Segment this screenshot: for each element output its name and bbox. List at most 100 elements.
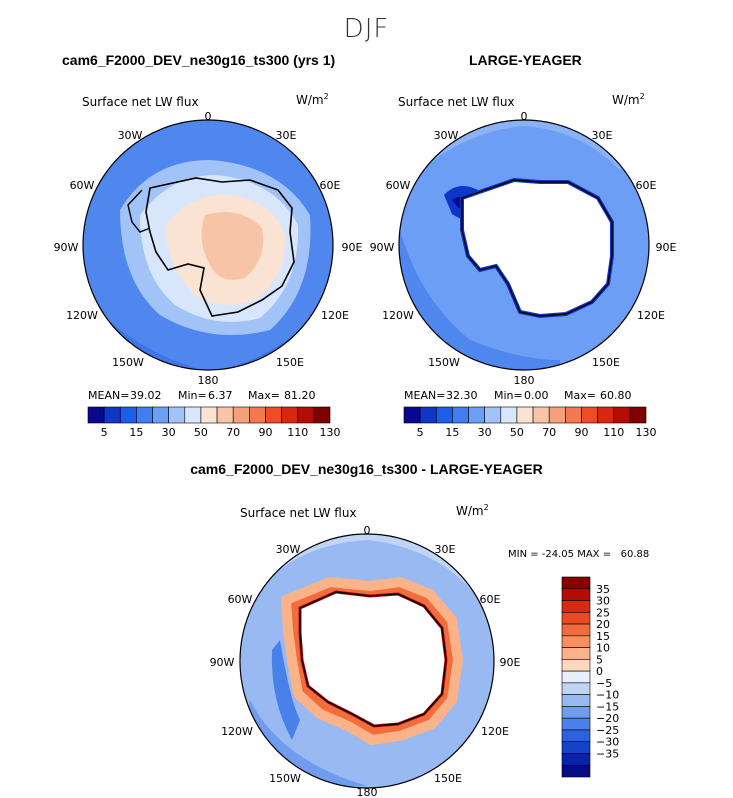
- lon-label-180: 180: [357, 786, 378, 798]
- colorbar-tick-label: 0: [596, 665, 603, 678]
- diff-stats: MIN = -24.05 MAX = 60.88: [508, 549, 649, 560]
- colorbar-swatch: [313, 406, 331, 424]
- units-label: W/m2: [456, 503, 489, 518]
- mean-value: 39.02: [130, 389, 162, 402]
- colorbar-tick-label: 25: [596, 606, 610, 619]
- colorbar-tick-label: −20: [596, 712, 619, 725]
- colorbar-swatch: [232, 406, 250, 424]
- colorbar-swatch: [561, 706, 591, 719]
- lon-label-120e: 120E: [321, 309, 349, 322]
- colorbar-swatch: [281, 406, 299, 424]
- colorbar-swatch: [184, 406, 202, 424]
- colorbar-swatch: [419, 406, 437, 424]
- colorbar-tick-label: 70: [226, 426, 240, 439]
- mean-label: MEAN=: [404, 389, 445, 402]
- lon-label-60e: 60E: [320, 179, 341, 192]
- colorbar-swatch: [532, 406, 550, 424]
- colorbar-tick-label: 50: [194, 426, 208, 439]
- lon-label-90e: 90E: [342, 241, 363, 254]
- colorbar-swatch: [561, 694, 591, 707]
- colorbar-model: 5 15 30 50 70 90 110 130: [87, 406, 341, 439]
- lon-label-150e: 150E: [592, 356, 620, 369]
- lon-label-0: 0: [205, 110, 212, 123]
- stats-model: MEAN= 39.02 Min= 6.37 Max= 81.20: [88, 389, 316, 402]
- map-obs: 0 30E 60E 90E 120E 150E 180 150W 120W 90…: [370, 92, 677, 439]
- colorbar-tick-label: 70: [542, 426, 556, 439]
- lon-label-30e: 30E: [276, 129, 297, 142]
- colorbar-swatch: [561, 682, 591, 695]
- colorbar-swatch: [581, 406, 598, 424]
- colorbar-swatch: [119, 406, 137, 424]
- lon-label-30w: 30W: [276, 543, 301, 556]
- max-label: Max=: [564, 389, 596, 402]
- variable-label: Surface net LW flux: [82, 95, 199, 109]
- lon-label-90w: 90W: [210, 656, 235, 669]
- colorbar-tick-label: 10: [596, 642, 610, 655]
- colorbar-tick-label: 30: [162, 426, 176, 439]
- mean-label: MEAN=: [88, 389, 129, 402]
- antarctica-coastline: [145, 177, 295, 317]
- lon-label-30e: 30E: [592, 129, 613, 142]
- colorbar-swatch: [561, 611, 591, 625]
- colorbar-swatch: [561, 729, 591, 743]
- antarctica-coastline: [299, 591, 447, 727]
- colorbar-swatch: [484, 406, 502, 424]
- lon-label-0: 0: [364, 524, 371, 537]
- lon-label-120w: 120W: [382, 309, 414, 322]
- colorbar-swatch: [249, 406, 266, 424]
- lon-label-180: 180: [198, 374, 219, 387]
- colorbar-tick-label: 20: [596, 618, 610, 631]
- colorbar-tick-label: −25: [596, 724, 619, 737]
- colorbar-tick-label: 15: [129, 426, 143, 439]
- lon-label-150e: 150E: [276, 356, 304, 369]
- colorbar-tick-label: 130: [320, 426, 341, 439]
- panel-title-obs: LARGE-YEAGER: [469, 52, 582, 68]
- colorbar-swatch: [561, 670, 591, 684]
- colorbar-swatch: [561, 588, 591, 601]
- colorbar-tick-label: 50: [510, 426, 524, 439]
- panel-title-diff: cam6_F2000_DEV_ne30g16_ts300 - LARGE-YEA…: [190, 461, 543, 477]
- colorbar-swatch: [87, 406, 105, 424]
- season-title: DJF: [343, 14, 390, 44]
- colorbar-swatch: [561, 623, 591, 637]
- antarctica-coastline: [461, 179, 613, 317]
- colorbar-tick-label: 35: [596, 583, 610, 596]
- colorbar-tick-label: 5: [417, 426, 424, 439]
- colorbar-tick-label: 130: [636, 426, 657, 439]
- lon-label-180: 180: [514, 374, 535, 387]
- stats-obs: MEAN= 32.30 Min= 0.00 Max= 60.80: [404, 389, 632, 402]
- lon-label-60w: 60W: [386, 179, 411, 192]
- colorbar-swatch: [136, 406, 153, 424]
- max-value: 60.80: [600, 389, 632, 402]
- colorbar-tick-label: 110: [603, 426, 624, 439]
- lon-label-150w: 150W: [428, 356, 460, 369]
- colorbar-swatch: [548, 406, 566, 424]
- lon-label-60e: 60E: [636, 179, 657, 192]
- colorbar-tick-label: 15: [445, 426, 459, 439]
- colorbar-swatch: [613, 406, 631, 424]
- colorbar-tick-label: −15: [596, 700, 619, 713]
- colorbar-tick-label: 5: [596, 653, 603, 666]
- colorbar-swatch: [200, 406, 218, 424]
- lon-label-120e: 120E: [481, 725, 509, 738]
- colorbar-swatch: [452, 406, 469, 424]
- colorbar-tick-label: 15: [596, 630, 610, 643]
- lon-label-30w: 30W: [118, 129, 143, 142]
- lon-label-120w: 120W: [221, 725, 253, 738]
- lon-label-90w: 90W: [54, 241, 79, 254]
- colorbar-swatch: [561, 764, 591, 778]
- colorbar-tick-label: 30: [596, 595, 610, 608]
- colorbar-obs: 5 15 30 50 70 90 110 130: [403, 406, 657, 439]
- lon-label-90w: 90W: [370, 241, 395, 254]
- lon-label-150e: 150E: [434, 772, 462, 785]
- colorbar-swatch: [297, 406, 315, 424]
- colorbar-swatch: [597, 406, 615, 424]
- colorbar-swatch: [152, 406, 169, 424]
- colorbar-tick-label: 90: [574, 426, 588, 439]
- lon-label-60w: 60W: [228, 593, 253, 606]
- colorbar-swatch: [561, 753, 591, 766]
- colorbar-tick-label: −30: [596, 736, 619, 749]
- lon-label-60w: 60W: [70, 179, 95, 192]
- colorbar-swatch: [561, 576, 591, 590]
- max-label: Max=: [248, 389, 280, 402]
